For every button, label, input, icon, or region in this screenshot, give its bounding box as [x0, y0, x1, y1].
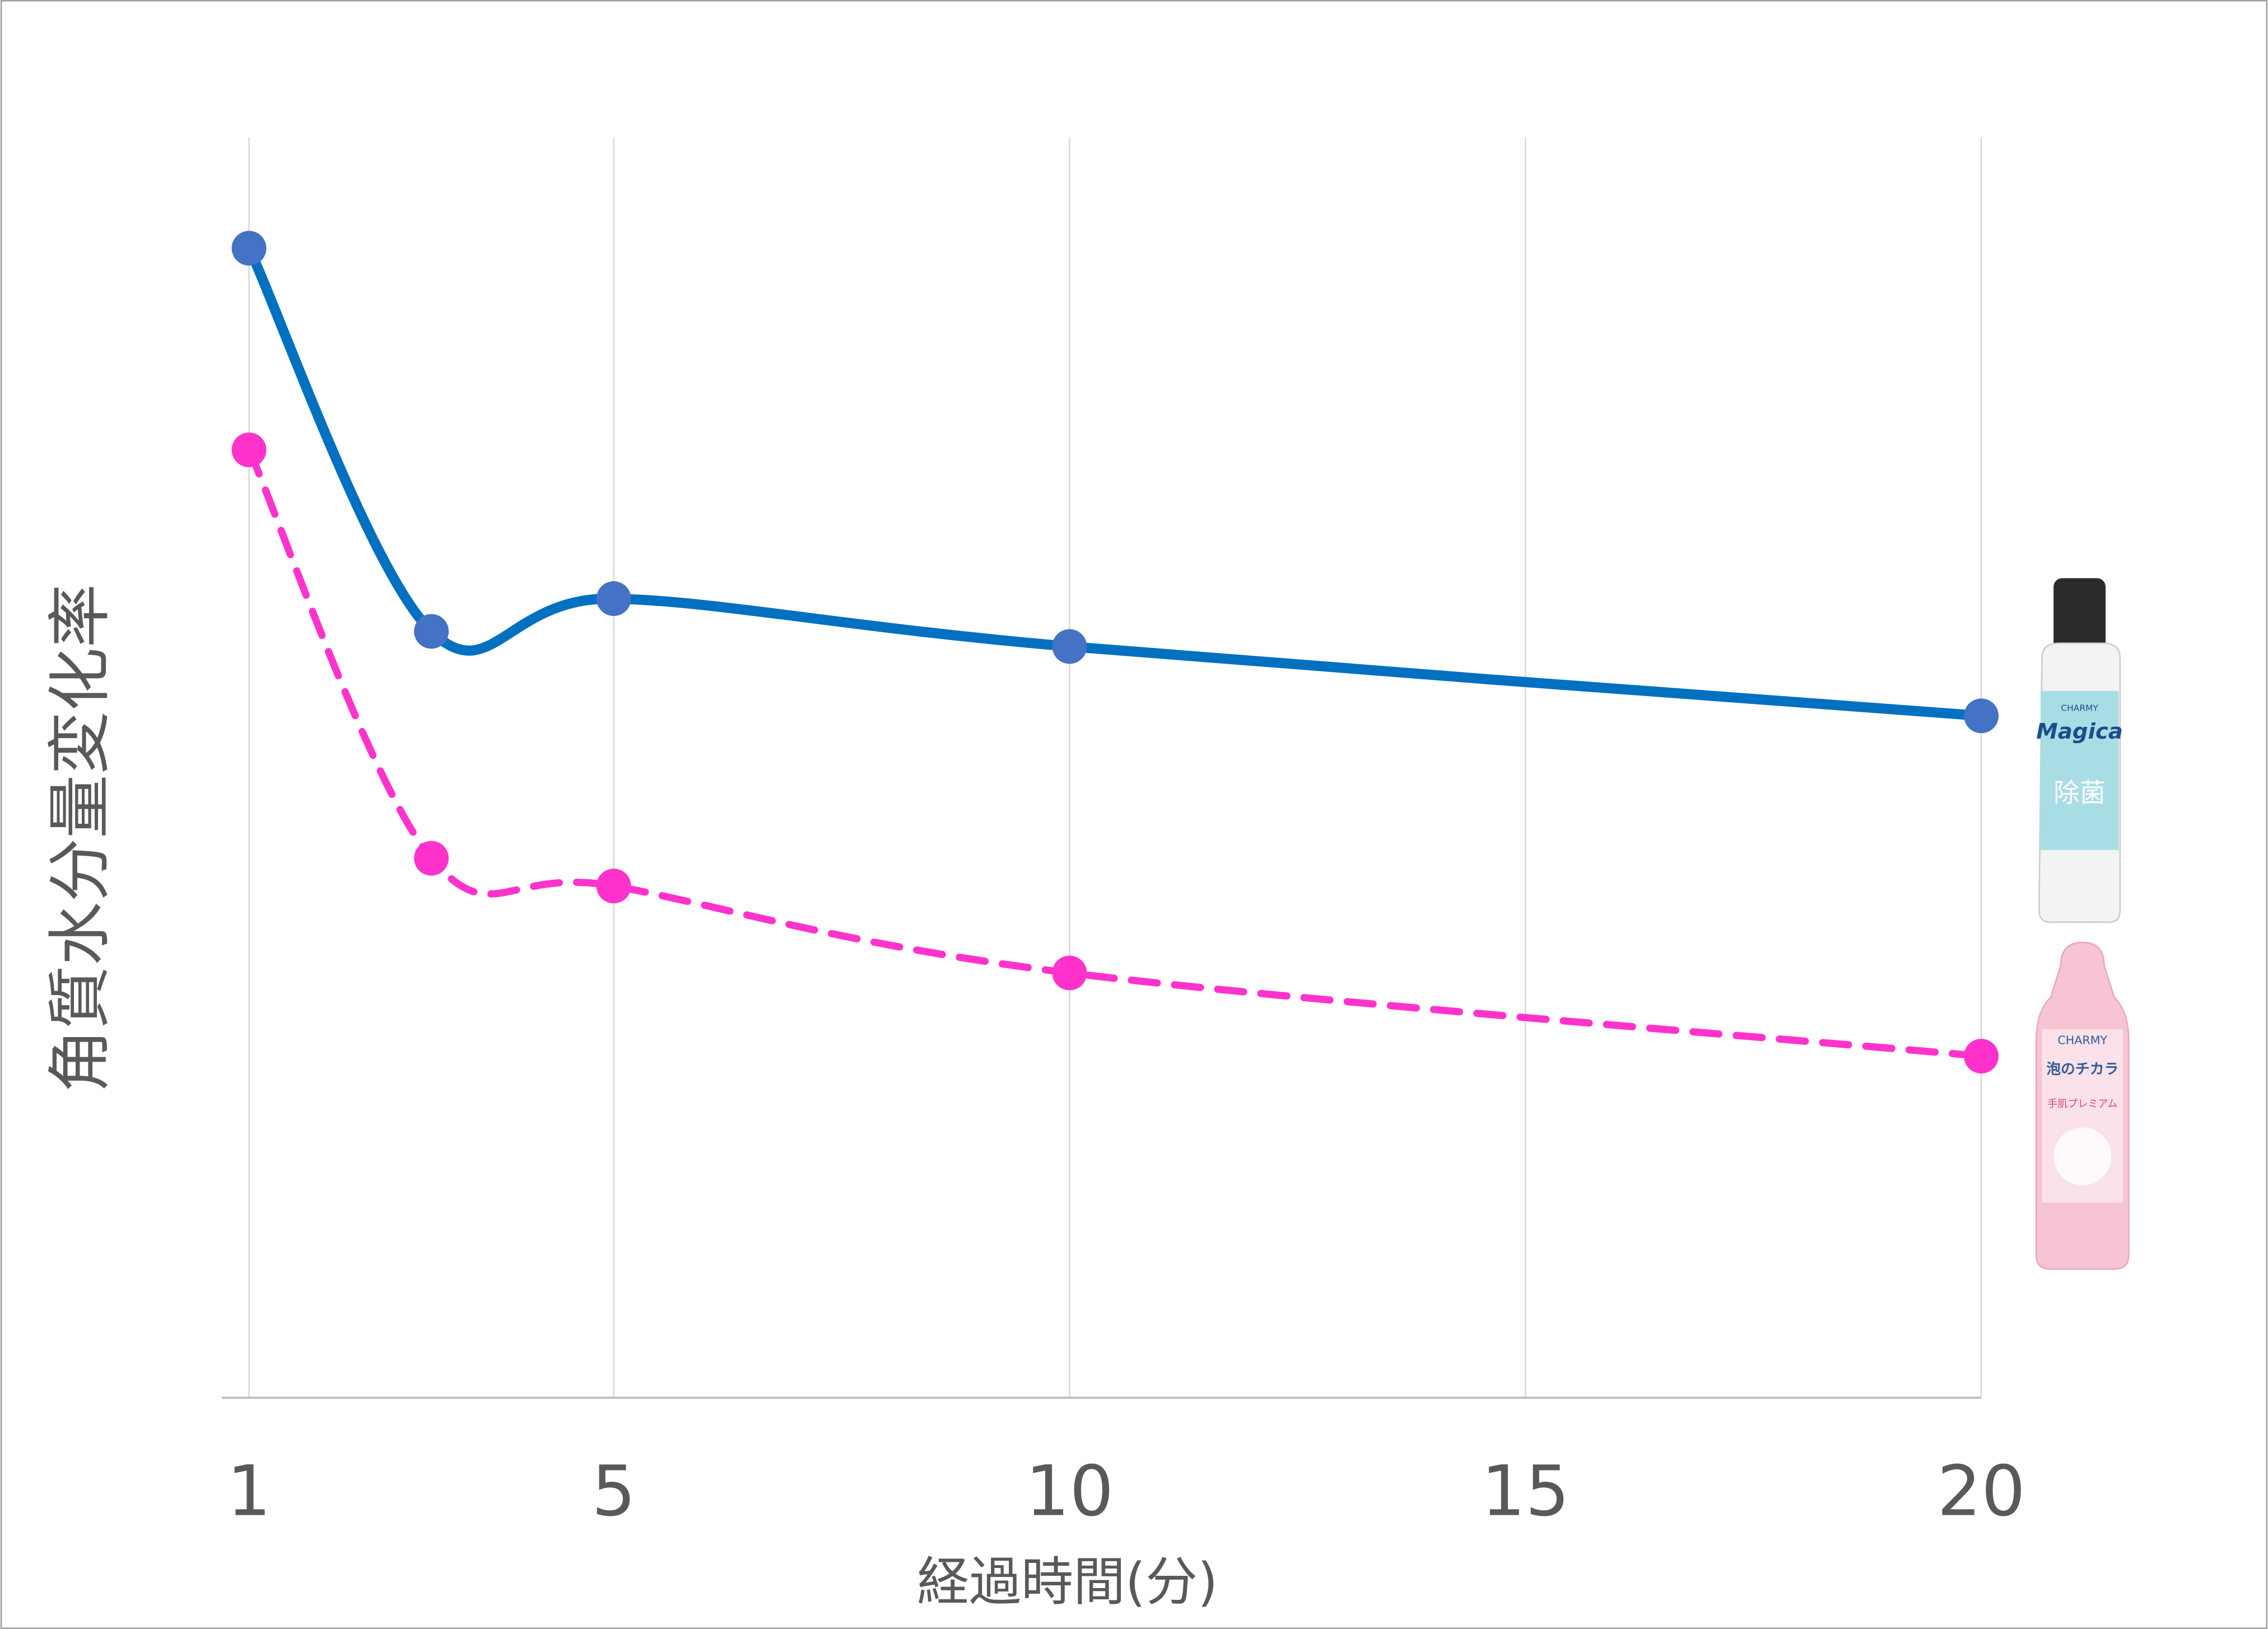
bottle-cap: [2053, 578, 2106, 651]
y-axis-title: 角質水分量変化率: [43, 584, 117, 1093]
x-tick-label: 10: [1026, 1451, 1114, 1532]
x-tick-label: 5: [592, 1451, 636, 1532]
series-line: [244, 243, 1987, 721]
product-1: CHARMY Magica 除菌: [2036, 578, 2123, 923]
data-point: [414, 841, 449, 876]
data-point: [1052, 629, 1087, 664]
series-line: [245, 446, 1985, 1060]
data-point: [414, 614, 449, 649]
x-axis-title: 経過時間(分): [917, 1552, 1218, 1612]
grid: [248, 137, 1982, 1398]
foam-icon: [2053, 1127, 2112, 1185]
product-text: 手肌プレミアム: [2047, 1098, 2117, 1110]
data-point: [596, 581, 631, 616]
bottle-label: [2040, 690, 2119, 850]
plot: [231, 231, 1999, 1074]
x-tick-label: 1: [227, 1451, 271, 1532]
data-point: [231, 432, 267, 468]
product-2: CHARMY 泡のチカラ 手肌プレミアム: [2035, 941, 2130, 1270]
data-point: [596, 869, 631, 904]
product-text: CHARMY: [2057, 1033, 2107, 1047]
data-point: [1964, 698, 1999, 734]
data-point: [1052, 955, 1087, 991]
product-text: 泡のチカラ: [2046, 1061, 2118, 1078]
product-text: 除菌: [2053, 778, 2106, 808]
data-point: [1964, 1039, 1999, 1074]
x-tick-label: 15: [1481, 1451, 1570, 1532]
data-point: [231, 231, 267, 266]
product-text: Magica: [2036, 719, 2123, 744]
x-tick-label: 20: [1937, 1451, 2025, 1532]
product-text: CHARMY: [2061, 703, 2098, 713]
